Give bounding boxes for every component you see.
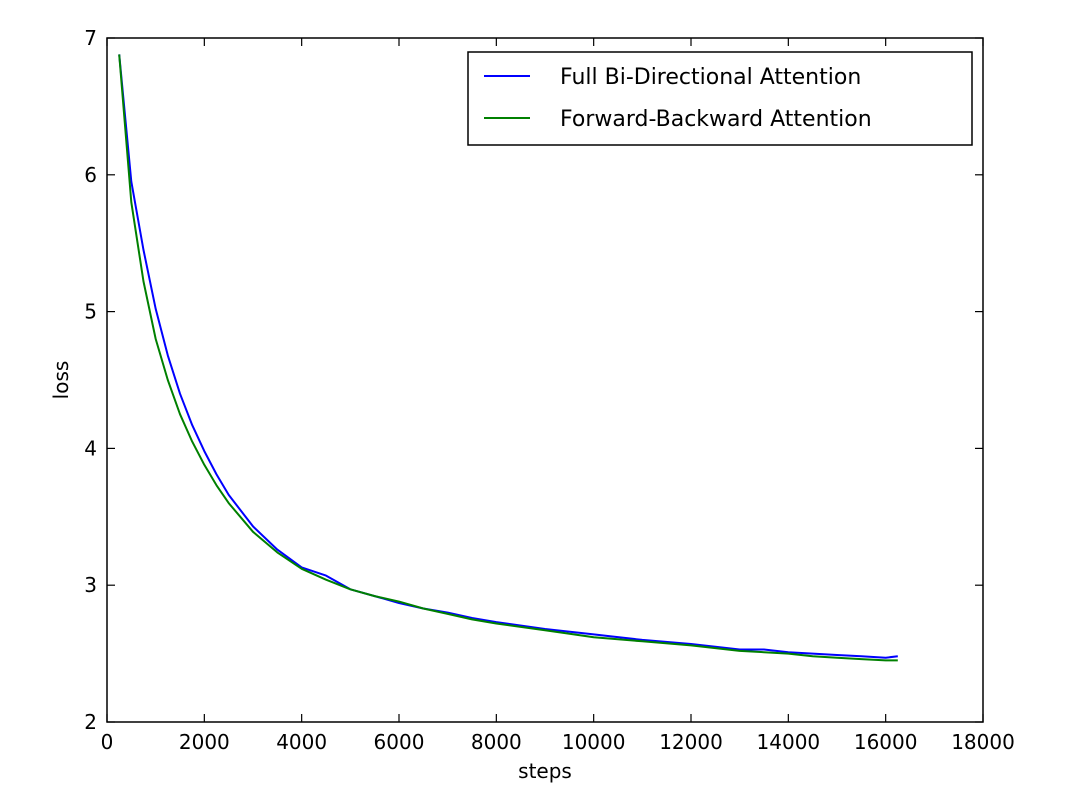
- y-tick-label: 7: [84, 26, 97, 50]
- x-ticks: 0 2000 4000 6000 8000 10000 12000 14000 16000 180…: [101, 38, 1015, 754]
- x-tick-label: 0: [101, 730, 114, 754]
- x-tick-label: 4000: [276, 730, 327, 754]
- y-tick-label: 5: [84, 300, 97, 324]
- x-tick-label: 6000: [374, 730, 425, 754]
- x-tick-label: 14000: [757, 730, 821, 754]
- series-lines: [118, 54, 898, 662]
- y-tick-label: 2: [84, 710, 97, 734]
- x-tick-label: 12000: [659, 730, 723, 754]
- x-tick-label: 8000: [471, 730, 522, 754]
- series-line-0: [118, 54, 898, 659]
- x-tick-label: 2000: [179, 730, 230, 754]
- y-tick-label: 3: [84, 573, 97, 597]
- plot-frame: [106, 37, 984, 723]
- legend-box: [467, 51, 973, 146]
- y-axis-label: loss: [49, 361, 73, 400]
- x-axis-label: steps: [518, 759, 572, 783]
- y-ticks: 2 3 4 5 6 7: [84, 26, 983, 734]
- legend: Full Bi-Directional Attention Forward-Ba…: [467, 51, 973, 146]
- legend-label-forward-backward: Forward-Backward Attention: [560, 107, 872, 132]
- x-tick-label: 18000: [951, 730, 1015, 754]
- x-tick-label: 16000: [854, 730, 918, 754]
- x-tick-label: 10000: [562, 730, 626, 754]
- y-tick-label: 6: [84, 163, 97, 187]
- series-line-1: [118, 54, 898, 662]
- legend-label-full-bidirectional: Full Bi-Directional Attention: [560, 65, 861, 90]
- y-tick-label: 4: [84, 436, 97, 460]
